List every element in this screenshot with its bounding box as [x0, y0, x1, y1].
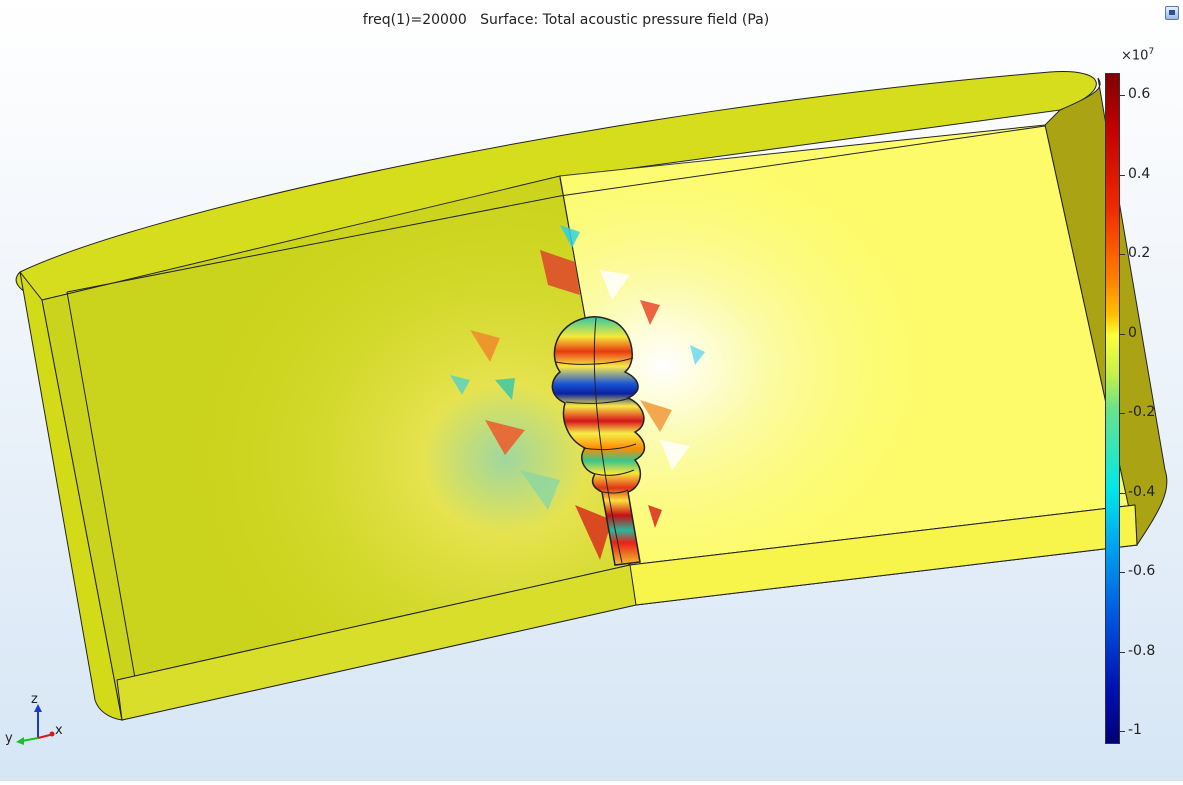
colorbar-tick-label: 0 [1128, 324, 1137, 341]
colorbar-tick-label: 0.4 [1128, 165, 1151, 182]
colorbar-tick-label: -1 [1128, 722, 1142, 738]
colorbar-tick [1120, 254, 1125, 255]
colorbar-tick [1120, 413, 1125, 414]
colorbar-tick [1120, 572, 1125, 573]
axis-label-z: z [31, 692, 38, 707]
colorbar-tick-label: -0.8 [1128, 642, 1156, 659]
colorbar-tick-label: -0.2 [1128, 404, 1156, 420]
colorbar-tick [1120, 492, 1125, 494]
colorbar-tick-label: 0.6 [1128, 86, 1151, 102]
colorbar-tick-label: -0.4 [1128, 483, 1156, 500]
colorbar-scale-exponent: ×107 [1121, 47, 1155, 64]
pressure-speckles [450, 225, 705, 560]
colorbar-tick [1120, 651, 1125, 653]
colorbar-legend [1105, 73, 1120, 744]
colorbar-tick [1120, 333, 1125, 335]
axis-orientation-triad: z y x [0, 690, 80, 750]
axis-label-x: x [55, 723, 63, 738]
pressure-field-left [42, 176, 636, 720]
colorbar-tick [1120, 174, 1125, 176]
colorbar-tick-label: 0.2 [1128, 245, 1151, 261]
axis-triad-icon [16, 704, 55, 745]
view-control-icon[interactable] [1165, 6, 1179, 20]
pressure-field-right [560, 125, 1137, 605]
colorbar-tick [1120, 95, 1125, 96]
axis-label-y: y [5, 731, 13, 746]
scatterer-object [551, 315, 646, 566]
colorbar-tick [1120, 731, 1125, 732]
plot-title: freq(1)=20000 Surface: Total acoustic pr… [362, 12, 770, 28]
colorbar-tick-label: -0.6 [1128, 563, 1156, 579]
